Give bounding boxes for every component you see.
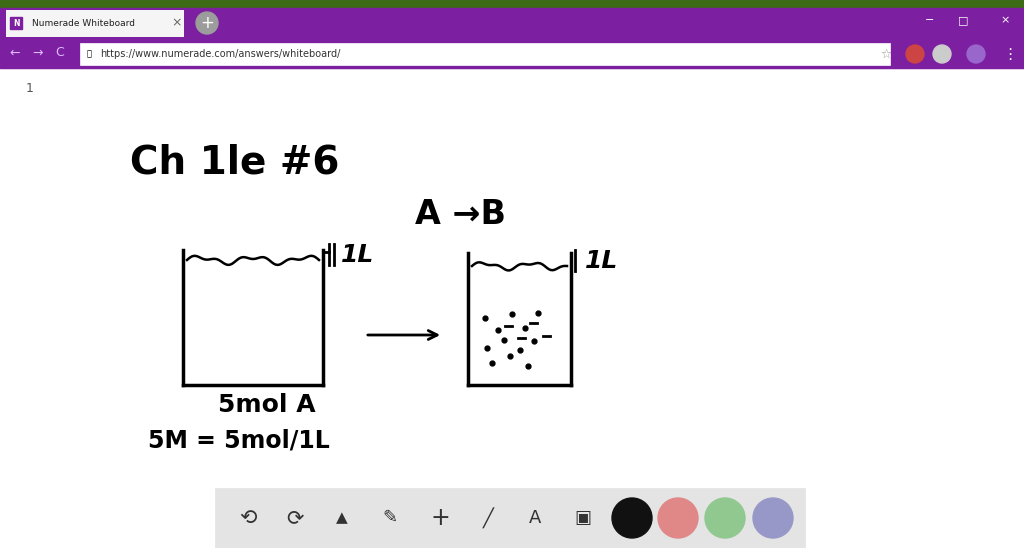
Text: ⟲: ⟲ [240, 508, 257, 528]
Text: Ch 1le #6: Ch 1le #6 [130, 144, 339, 182]
Bar [10, 17, 22, 29]
Text: 1: 1 [26, 82, 34, 94]
Text: N: N [12, 19, 19, 27]
Circle shape [705, 498, 745, 538]
Text: ✎: ✎ [382, 509, 397, 527]
Text: Numerade Whiteboard: Numerade Whiteboard [32, 19, 135, 27]
Text: +: + [200, 14, 214, 32]
Circle shape [612, 498, 652, 538]
Text: −: − [926, 15, 935, 25]
Text: A →B: A →B [415, 198, 506, 231]
Bar [0, 0, 1024, 8]
Bar [0, 0, 1024, 38]
Circle shape [17, 75, 43, 101]
Text: 5M = 5mol/1L: 5M = 5mol/1L [148, 428, 330, 452]
Text: □: □ [957, 15, 969, 25]
Circle shape [967, 45, 985, 63]
Text: ╱: ╱ [482, 507, 494, 528]
Text: 5mol A: 5mol A [218, 393, 315, 417]
Circle shape [933, 45, 951, 63]
Circle shape [196, 12, 218, 34]
Text: ⋮: ⋮ [1002, 47, 1018, 61]
Bar [0, 8, 1024, 38]
Bar [6, 10, 184, 37]
Text: ▲: ▲ [336, 511, 348, 526]
Text: ×: × [172, 16, 182, 30]
Text: ☆: ☆ [881, 48, 892, 60]
Text: 🔒: 🔒 [87, 49, 92, 59]
Text: 1L: 1L [341, 243, 374, 267]
Text: +: + [430, 506, 450, 530]
Text: →: → [33, 47, 43, 60]
Text: ←: ← [10, 47, 20, 60]
Text: 1L: 1L [585, 249, 618, 273]
Text: ⟳: ⟳ [287, 508, 304, 528]
Text: A: A [528, 509, 542, 527]
Circle shape [753, 498, 793, 538]
Text: C: C [55, 47, 65, 60]
Bar [80, 43, 890, 65]
Text: ×: × [1000, 15, 1010, 25]
Circle shape [906, 45, 924, 63]
Bar [0, 68, 1024, 548]
Circle shape [658, 498, 698, 538]
Text: ▣: ▣ [574, 509, 592, 527]
Bar [215, 488, 805, 548]
Bar [0, 38, 1024, 68]
Text: https://www.numerade.com/answers/whiteboard/: https://www.numerade.com/answers/whitebo… [100, 49, 340, 59]
